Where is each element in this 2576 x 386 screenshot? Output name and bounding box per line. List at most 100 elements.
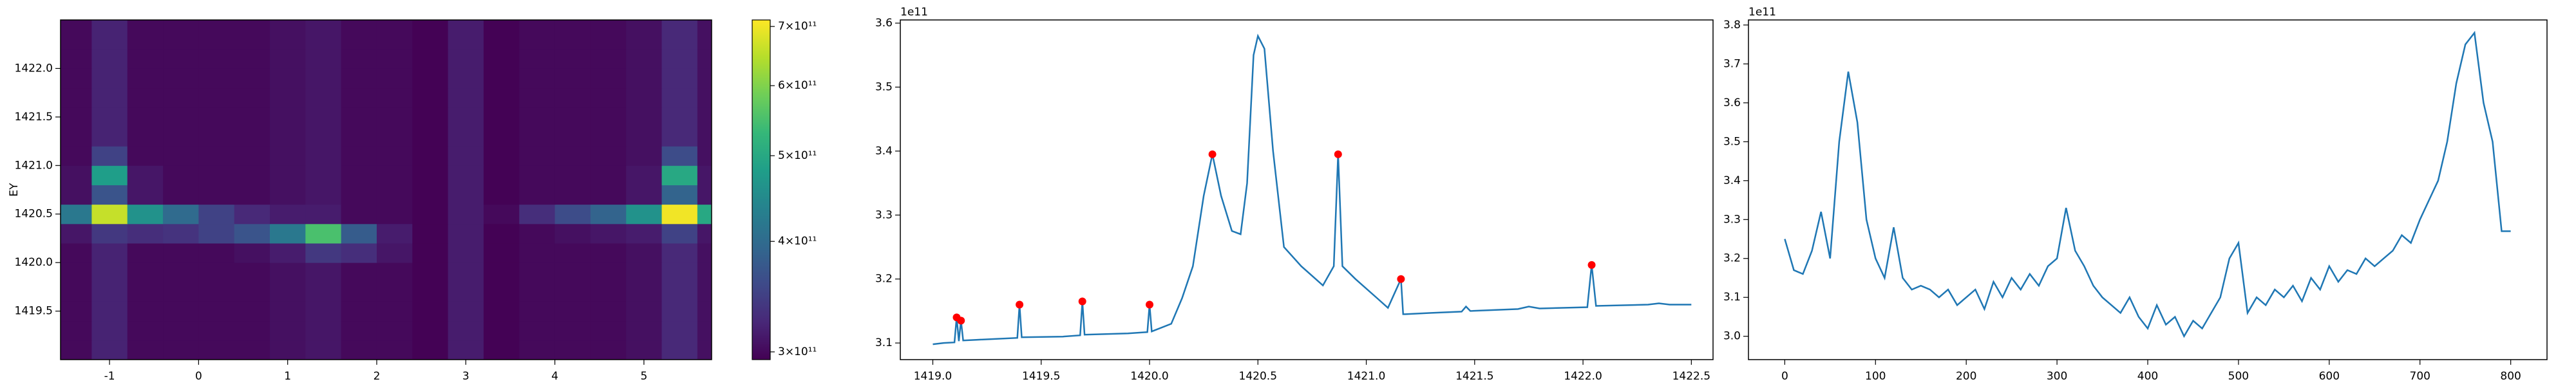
heatmap-cell — [91, 107, 128, 127]
y-tick-label: 1422.0 — [15, 62, 53, 75]
heatmap-cell — [697, 146, 712, 166]
heatmap-cell — [448, 165, 484, 185]
heatmap-cell — [519, 87, 556, 108]
heatmap-cell — [198, 282, 235, 302]
heatmap-cell — [519, 126, 556, 147]
heatmap-cell — [234, 320, 270, 341]
heatmap-cell — [483, 204, 520, 225]
heatmap-cell — [661, 185, 698, 205]
heatmap-cell — [626, 204, 663, 225]
heatmap-cell — [305, 262, 342, 282]
heatmap-cell — [626, 68, 663, 89]
heatmap-cell — [590, 30, 627, 50]
heatmap-cell — [483, 223, 520, 244]
heatmap-cell — [483, 30, 520, 50]
x-tick-label: 1419.0 — [914, 370, 952, 383]
heatmap-cell — [448, 49, 484, 69]
heatmap-cell — [234, 165, 270, 185]
heatmap-cell — [590, 243, 627, 263]
heatmap-cell — [61, 301, 92, 322]
x-tick-label: 2 — [374, 370, 381, 383]
heatmap-cell — [198, 126, 235, 147]
heatmap-cell — [376, 146, 413, 166]
heatmap-cell — [554, 262, 591, 282]
heatmap-cell — [234, 185, 270, 205]
y-tick-label: 3.1 — [1723, 291, 1741, 304]
heatmap-cell — [697, 223, 712, 244]
heatmap-cell — [61, 87, 92, 108]
heatmap-cell — [626, 146, 663, 166]
x-tick-label: 4 — [551, 370, 558, 383]
heatmap-cell — [61, 185, 92, 205]
heatmap-cell — [341, 320, 377, 341]
heatmap-cell — [305, 165, 342, 185]
heatmap-cell — [198, 165, 235, 185]
heatmap-cell — [91, 282, 128, 302]
heatmap-cell — [626, 301, 663, 322]
heatmap-cell — [554, 320, 591, 341]
heatmap-cell — [697, 185, 712, 205]
heatmap-cell — [448, 185, 484, 205]
heatmap-cell — [412, 223, 449, 244]
heatmap-cell — [412, 107, 449, 127]
heatmap-cell — [234, 223, 270, 244]
heatmap-cell — [91, 30, 128, 50]
heatmap-cell — [305, 223, 342, 244]
heatmap-cell — [163, 282, 199, 302]
heatmap-cell — [198, 68, 235, 89]
heatmap-cell — [305, 204, 342, 225]
heatmap-cell — [61, 204, 92, 225]
colorbar-tick-label: 4×10¹¹ — [778, 235, 817, 248]
heatmap-cell — [661, 146, 698, 166]
heatmap-cell — [590, 320, 627, 341]
heatmap-cell — [412, 262, 449, 282]
heatmap-cell — [163, 49, 199, 69]
y-tick-label: 3.2 — [875, 273, 893, 286]
heatmap-cell — [270, 146, 306, 166]
x-tick-label: 5 — [640, 370, 647, 383]
heatmap-cell — [519, 20, 556, 30]
heatmap-cell — [305, 340, 342, 360]
heatmap-cell — [626, 340, 663, 360]
heatmap-cell — [376, 320, 413, 341]
heatmap-cell — [270, 282, 306, 302]
heatmap-cell — [412, 185, 449, 205]
y-tick-label: 3.1 — [875, 336, 893, 349]
heatmap-cell — [198, 107, 235, 127]
heatmap-cell — [483, 49, 520, 69]
heatmap-cell — [483, 340, 520, 360]
peak-marker — [1078, 297, 1086, 306]
heatmap-cell — [554, 49, 591, 69]
heatmap-cell — [448, 340, 484, 360]
heatmap-cell — [412, 204, 449, 225]
heatmap-cell — [376, 223, 413, 244]
heatmap-cell — [341, 126, 377, 147]
heatmap-cell — [483, 301, 520, 322]
heatmap-cell — [626, 223, 663, 244]
heatmap-cell — [91, 301, 128, 322]
heatmap-cell — [554, 146, 591, 166]
heatmap-cell — [341, 262, 377, 282]
heatmap-cell — [127, 301, 164, 322]
heatmap-cell — [412, 243, 449, 263]
heatmap-cell — [270, 68, 306, 89]
heatmap-cell — [412, 126, 449, 147]
heatmap-cell — [519, 107, 556, 127]
heatmap-cell — [61, 49, 92, 69]
heatmap-cell — [305, 185, 342, 205]
heatmap-cell — [519, 262, 556, 282]
heatmap-cell — [697, 243, 712, 263]
heatmap-cell — [661, 301, 698, 322]
y-tick-label: 3.6 — [1723, 96, 1741, 109]
heatmap-cell — [483, 107, 520, 127]
heatmap-cell — [590, 204, 627, 225]
heatmap-cell — [554, 223, 591, 244]
heatmap-cell — [590, 282, 627, 302]
heatmap-cell — [554, 126, 591, 147]
heatmap-cell — [91, 204, 128, 225]
heatmap-cell — [626, 126, 663, 147]
heatmap-cell — [519, 165, 556, 185]
heatmap-cell — [519, 146, 556, 166]
heatmap-cell — [91, 87, 128, 108]
heatmap-cell — [341, 185, 377, 205]
